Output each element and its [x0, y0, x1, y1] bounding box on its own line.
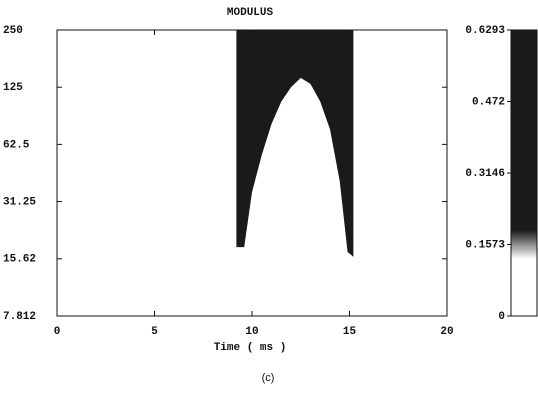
x-tick-label: 5 [151, 326, 158, 338]
colorbar-tick-label: 0.6293 [465, 25, 505, 37]
y-tick-label: 7.812 [3, 311, 36, 323]
x-tick-label: 20 [440, 326, 453, 338]
colorbar [510, 29, 538, 317]
y-tick-label: 125 [3, 82, 23, 94]
colorbar-tick-label: 0.3146 [465, 168, 505, 180]
x-tick-label: 10 [245, 326, 258, 338]
y-tick-label: 15.62 [3, 254, 36, 266]
colorbar-tick-label: 0.1573 [465, 239, 505, 251]
scalogram-region [236, 30, 354, 257]
caption: (c) [262, 372, 275, 384]
x-tick-label: 0 [54, 326, 61, 338]
x-axis-label: Time ( ms ) [214, 342, 287, 354]
colorbar-tick-label: 0.472 [472, 96, 505, 108]
x-tick-label: 15 [343, 326, 357, 338]
y-tick-label: 62.5 [3, 139, 30, 151]
chart-title: MODULUS [227, 7, 274, 19]
y-tick-label: 31.25 [3, 197, 36, 209]
y-tick-label: 250 [3, 25, 23, 37]
colorbar-tick-label: 0 [498, 311, 505, 323]
